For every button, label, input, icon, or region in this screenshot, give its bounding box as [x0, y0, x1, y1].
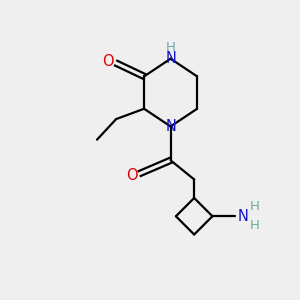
Text: O: O: [102, 54, 114, 69]
Text: N: N: [238, 209, 249, 224]
Text: N: N: [165, 119, 176, 134]
Text: O: O: [126, 167, 137, 182]
Text: H: H: [250, 220, 260, 232]
Text: H: H: [250, 200, 260, 213]
Text: N: N: [165, 51, 176, 66]
Text: H: H: [166, 41, 176, 54]
